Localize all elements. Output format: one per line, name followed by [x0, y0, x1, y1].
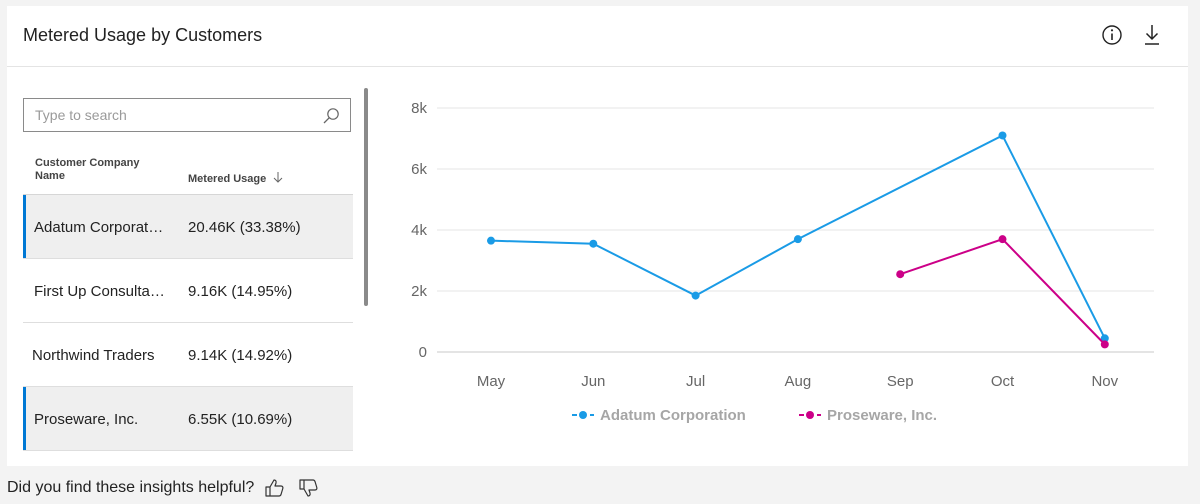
- legend-swatch-dot: [579, 411, 587, 419]
- x-tick-label: May: [477, 373, 506, 390]
- y-tick-label: 0: [419, 344, 427, 361]
- legend-label: Adatum Corporation: [600, 407, 746, 424]
- data-point: [487, 236, 495, 245]
- info-icon: [1102, 25, 1122, 45]
- row-metered-usage: 20.46K (33.38%): [188, 219, 301, 236]
- column-header-metered-usage[interactable]: Metered Usage: [188, 171, 284, 186]
- metered-usage-card: Metered Usage by Customers Customer Comp…: [7, 6, 1188, 466]
- y-tick-label: 2k: [411, 283, 427, 300]
- table-row-proseware[interactable]: Proseware, Inc. 6.55K (10.69%): [23, 387, 353, 451]
- x-tick-label: Nov: [1091, 373, 1118, 390]
- search-box[interactable]: [23, 98, 351, 132]
- row-metered-usage: 6.55K (10.69%): [188, 411, 293, 428]
- search-icon[interactable]: [322, 107, 340, 125]
- row-company-name: Proseware, Inc.: [34, 411, 139, 428]
- x-tick-label: Jul: [686, 373, 705, 390]
- thumbs-up-button[interactable]: [264, 478, 286, 498]
- table-row-northwind[interactable]: Northwind Traders 9.14K (14.92%): [23, 323, 353, 387]
- series-line: [490, 134, 1106, 339]
- x-tick-label: Jun: [581, 373, 605, 390]
- usage-line-chart: 0 2k 4k 6k 8k May Jun Jul Aug Sep Oct Nov Adatum Cor…: [411, 100, 1154, 424]
- customer-table: Adatum Corporation 20.46K (33.38%) First…: [23, 195, 353, 451]
- series-line: [899, 237, 1106, 346]
- search-input[interactable]: [24, 99, 314, 131]
- thumbs-down-button[interactable]: [298, 478, 320, 498]
- y-tick-label: 8k: [411, 100, 427, 117]
- y-tick-label: 6k: [411, 161, 427, 178]
- row-company-name: Northwind Traders: [32, 347, 155, 364]
- y-tick-label: 4k: [411, 222, 427, 239]
- column-header-metered-usage-label: Metered Usage: [188, 173, 267, 185]
- data-point: [793, 235, 802, 244]
- row-metered-usage: 9.16K (14.95%): [188, 283, 293, 300]
- card-header: Metered Usage by Customers: [7, 6, 1188, 67]
- download-button[interactable]: [1139, 22, 1165, 48]
- row-company-name: First Up Consultants: [34, 283, 166, 300]
- card-title: Metered Usage by Customers: [23, 25, 263, 45]
- info-button[interactable]: [1099, 22, 1125, 48]
- column-header-company-name[interactable]: Customer Company Name: [35, 157, 140, 182]
- data-point: [1100, 334, 1109, 343]
- table-row-first-up[interactable]: First Up Consultants 9.16K (14.95%): [23, 259, 353, 323]
- thumbs-up-icon: [265, 479, 284, 497]
- table-scrollbar[interactable]: [364, 88, 368, 306]
- x-tick-label: Oct: [991, 373, 1015, 390]
- x-tick-label: Aug: [785, 373, 812, 390]
- legend-label: Proseware, Inc.: [827, 407, 937, 424]
- data-point: [896, 270, 905, 279]
- data-point: [589, 239, 598, 248]
- table-row-adatum[interactable]: Adatum Corporation 20.46K (33.38%): [23, 195, 353, 259]
- x-tick-label: Sep: [887, 373, 914, 390]
- download-icon: [1145, 25, 1159, 45]
- row-metered-usage: 9.14K (14.92%): [188, 347, 293, 364]
- data-point: [1100, 340, 1109, 349]
- row-company-name: Adatum Corporation: [34, 219, 166, 236]
- arrow-down-icon: [273, 172, 283, 183]
- thumbs-down-icon: [299, 479, 318, 497]
- data-point: [998, 131, 1007, 140]
- legend-swatch-dot: [806, 411, 814, 419]
- data-point: [691, 291, 700, 300]
- table-header-divider: [23, 194, 353, 195]
- feedback-question: Did you find these insights helpful?: [7, 479, 255, 496]
- data-point: [998, 235, 1007, 244]
